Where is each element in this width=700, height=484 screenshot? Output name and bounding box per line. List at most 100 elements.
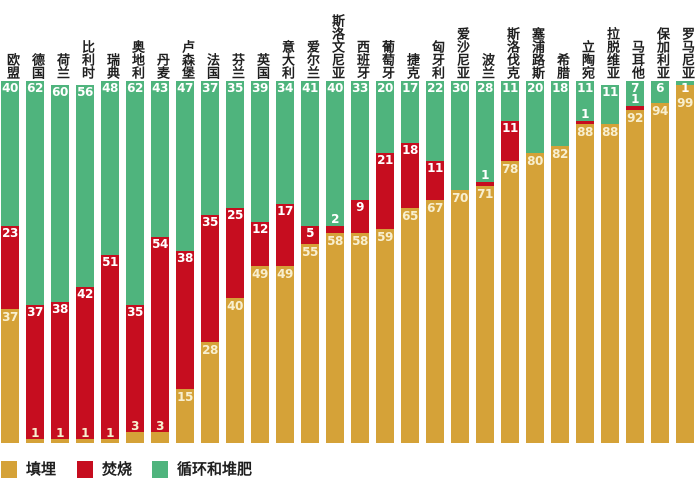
segment-recycling <box>351 81 369 201</box>
segment-recycling <box>26 81 44 306</box>
segment-recycling <box>476 81 494 183</box>
value-label: 23 <box>2 225 18 240</box>
segment-landfill <box>626 109 644 443</box>
value-label: 38 <box>52 301 68 316</box>
bar: 39 12 49 <box>251 81 269 443</box>
value-label: 20 <box>377 81 393 95</box>
value-label: 47 <box>177 81 193 95</box>
legend-item-recycling: 循环和堆肥 <box>152 461 252 478</box>
segment-recycling <box>501 81 519 121</box>
value-label: 12 <box>252 222 268 237</box>
bar: 11 11 78 <box>501 81 519 443</box>
category-label: 奥地利 <box>129 40 144 79</box>
category-label: 保加利亚 <box>654 27 669 79</box>
segment-recycling <box>576 81 594 121</box>
bar: 28 1 71 <box>476 81 494 443</box>
segment-landfill <box>101 439 119 443</box>
value-label: 20 <box>527 81 543 95</box>
segment-incineration <box>51 301 69 440</box>
segment-landfill <box>526 153 544 443</box>
value-label: 18 <box>552 81 568 95</box>
value-label: 2 <box>331 211 339 226</box>
value-label: 82 <box>552 147 568 162</box>
bar: 35 25 40 <box>226 81 244 443</box>
value-label: 37 <box>202 81 218 95</box>
segment-incineration <box>501 120 519 161</box>
segment-recycling <box>151 81 169 237</box>
segment-landfill <box>651 102 669 443</box>
legend: 填埋 焚烧 循环和堆肥 <box>0 461 700 481</box>
value-label: 48 <box>102 81 118 95</box>
value-label: 6 <box>656 81 664 95</box>
category-label: 英国 <box>254 53 269 79</box>
segment-incineration <box>126 305 144 433</box>
segment-recycling <box>301 81 319 226</box>
value-label: 21 <box>377 153 393 168</box>
segment-landfill <box>376 229 394 443</box>
segment-incineration <box>251 222 269 266</box>
segment-incineration <box>301 225 319 244</box>
category-label: 瑞典 <box>104 53 119 79</box>
segment-recycling <box>201 81 219 215</box>
value-label: 49 <box>277 266 293 281</box>
bar: 18 82 <box>551 81 569 443</box>
bar: 22 11 67 <box>426 81 444 443</box>
bar: 62 35 3 <box>126 81 144 443</box>
category-label: 意大利 <box>279 40 294 79</box>
segment-recycling <box>176 81 194 252</box>
segment-recycling <box>251 81 269 223</box>
value-label: 78 <box>502 161 518 176</box>
category-label: 爱尔兰 <box>304 40 319 79</box>
value-label: 39 <box>252 81 268 95</box>
segment-incineration <box>1 225 19 310</box>
segment-incineration <box>101 254 119 440</box>
value-label: 37 <box>2 310 18 325</box>
category-label: 德国 <box>29 53 44 79</box>
segment-recycling <box>401 81 419 143</box>
segment-landfill <box>276 265 294 443</box>
value-label: 1 <box>581 106 589 121</box>
value-label: 35 <box>202 214 218 229</box>
value-label: 49 <box>252 266 268 281</box>
bar: 40 23 37 <box>1 81 19 443</box>
segment-recycling <box>601 84 619 125</box>
bar: 41 5 55 <box>301 81 319 443</box>
plot-area: 40 23 37 62 37 1 60 38 1 56 42 1 48 51 1 62 35 3 43 54 3 47 38… <box>0 81 700 443</box>
value-label: 67 <box>427 201 443 216</box>
value-label: 59 <box>377 230 393 245</box>
value-label: 1 <box>106 426 114 441</box>
category-label: 马耳他 <box>629 40 644 79</box>
bar: 62 37 1 <box>26 81 44 443</box>
segment-recycling <box>51 84 69 302</box>
segment-landfill <box>501 160 519 443</box>
value-label: 3 <box>156 419 164 434</box>
category-label: 匈牙利 <box>429 40 444 79</box>
category-label: 拉脱维亚 <box>604 27 619 79</box>
value-label: 22 <box>427 81 443 95</box>
segment-incineration <box>26 305 44 440</box>
incineration-swatch-icon <box>77 461 93 478</box>
value-label: 94 <box>652 103 668 118</box>
bar: 20 80 <box>526 81 544 443</box>
segment-recycling <box>526 81 544 154</box>
segment-landfill <box>551 146 569 443</box>
segment-incineration <box>276 204 294 266</box>
bar: 17 18 65 <box>401 81 419 443</box>
segment-landfill <box>576 124 594 443</box>
segment-landfill <box>451 189 469 443</box>
segment-landfill <box>476 185 494 443</box>
segment-incineration <box>176 251 194 389</box>
bar: 30 70 <box>451 81 469 443</box>
value-label: 1 <box>481 168 489 183</box>
category-label: 斯洛伐克 <box>504 27 519 79</box>
value-label: 40 <box>227 299 243 314</box>
segment-recycling <box>276 81 294 205</box>
bar: 48 51 1 <box>101 81 119 443</box>
segment-incineration <box>76 287 94 440</box>
value-label: 15 <box>177 389 193 404</box>
category-label: 捷克 <box>404 53 419 79</box>
segment-incineration <box>326 225 344 234</box>
segment-recycling <box>326 81 344 226</box>
category-label: 欧盟 <box>4 53 19 79</box>
segment-landfill <box>201 341 219 443</box>
